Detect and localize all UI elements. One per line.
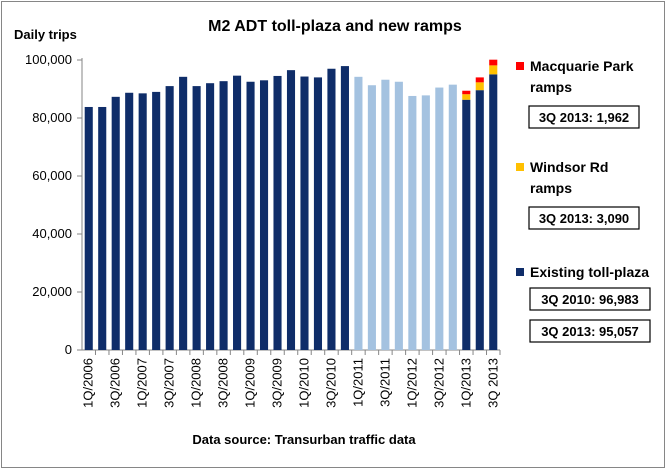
x-tick-label: 1Q/2012	[404, 358, 419, 408]
bar-existing-toll-plaza	[475, 90, 484, 350]
bar-existing-toll-plaza	[421, 95, 430, 350]
y-axis-label: Daily trips	[14, 27, 77, 42]
bar-existing-toll-plaza	[300, 76, 309, 350]
bar-existing-toll-plaza	[327, 68, 336, 350]
x-tick-label: 3Q/2011	[377, 358, 392, 407]
x-tick-label: 3Q/2006	[108, 358, 123, 408]
y-tick-label: 80,000	[32, 110, 72, 125]
bar-macquarie-park-ramps	[475, 77, 484, 83]
bar-windsor-rd-ramps	[489, 65, 498, 75]
bar-existing-toll-plaza	[84, 106, 93, 350]
y-tick-label: 100,000	[25, 52, 72, 67]
bar-existing-toll-plaza	[435, 87, 444, 351]
bar-existing-toll-plaza	[233, 75, 242, 350]
x-tick-label: 3Q/2012	[431, 358, 446, 408]
bar-existing-toll-plaza	[394, 81, 403, 350]
callout-box	[528, 206, 640, 230]
callout-label: 3Q 2010: 96,983	[541, 292, 639, 307]
bar-macquarie-park-ramps	[462, 90, 471, 95]
x-tick-label: 3Q/2007	[162, 358, 177, 408]
x-tick-label: 1Q/2013	[458, 358, 473, 408]
y-tick-label: 20,000	[32, 284, 72, 299]
callout-box	[528, 105, 640, 129]
y-tick-label: 40,000	[32, 226, 72, 241]
bar-existing-toll-plaza	[206, 83, 215, 350]
bar-existing-toll-plaza	[408, 95, 417, 351]
legend-label: Macquarie Park	[530, 58, 634, 74]
legend-label: Windsor Rd	[530, 159, 608, 175]
bar-windsor-rd-ramps	[462, 94, 471, 100]
bar-existing-toll-plaza	[448, 84, 457, 351]
legend-swatch	[516, 62, 524, 70]
bar-existing-toll-plaza	[192, 86, 201, 350]
callout-label: 3Q 2013: 95,057	[541, 324, 639, 339]
bar-existing-toll-plaza	[179, 76, 188, 350]
data-source-label: Data source: Transurban traffic data	[192, 432, 416, 447]
bar-existing-toll-plaza	[219, 81, 228, 351]
bar-existing-toll-plaza	[125, 92, 134, 351]
legend-swatch	[516, 163, 524, 171]
legend-label: ramps	[530, 79, 572, 95]
callout-label: 3Q 2013: 1,962	[539, 110, 629, 125]
y-tick-label: 0	[65, 342, 72, 357]
bar-existing-toll-plaza	[138, 93, 147, 350]
bar-existing-toll-plaza	[354, 76, 363, 350]
x-tick-label: 3Q/2010	[323, 358, 338, 408]
bar-existing-toll-plaza	[489, 74, 498, 350]
x-tick-label: 1Q/2006	[81, 358, 96, 408]
legend: Macquarie Park ramps 3Q 2013: 1,962 Windsor…	[516, 58, 651, 343]
bar-existing-toll-plaza	[246, 81, 255, 350]
bar-existing-toll-plaza	[340, 66, 349, 350]
bar-existing-toll-plaza	[381, 79, 390, 350]
x-tick-label: 1Q/2008	[189, 358, 204, 408]
bar-existing-toll-plaza	[152, 91, 161, 351]
bar-existing-toll-plaza	[165, 86, 174, 350]
callout-box	[529, 319, 651, 343]
plot-area: 0 20,000 40,000 60,000 80,000 100,000 1Q/2006 3…	[25, 52, 501, 408]
bar-existing-toll-plaza	[259, 80, 269, 351]
legend-swatch	[516, 268, 524, 276]
x-tick-label: 3Q/2009	[270, 358, 285, 408]
bar-existing-toll-plaza	[286, 70, 296, 351]
x-tick-label: 1Q/2010	[296, 358, 311, 408]
y-tick-label: 60,000	[32, 168, 72, 183]
bar-windsor-rd-ramps	[475, 82, 484, 91]
legend-label: ramps	[530, 180, 572, 196]
legend-label: Existing toll-plaza	[530, 264, 649, 280]
bar-existing-toll-plaza	[273, 75, 282, 350]
bar-macquarie-park-ramps	[489, 59, 498, 66]
bar-existing-toll-plaza	[462, 99, 471, 350]
x-tick-label: 1Q/2011	[350, 358, 365, 407]
x-tick-label: 3Q/2008	[216, 358, 231, 408]
bar-existing-toll-plaza	[367, 85, 376, 350]
x-tick-label: 1Q/2009	[243, 358, 258, 408]
bar-existing-toll-plaza	[313, 77, 323, 351]
bar-existing-toll-plaza	[98, 106, 107, 350]
callout-label: 3Q 2013: 3,090	[539, 211, 629, 226]
chart-title: M2 ADT toll-plaza and new ramps	[208, 18, 462, 35]
x-tick-label: 1Q/2007	[135, 358, 150, 408]
x-tick-label: 3Q 2013	[485, 358, 500, 408]
bar-existing-toll-plaza	[111, 96, 120, 350]
callout-box	[529, 287, 651, 311]
